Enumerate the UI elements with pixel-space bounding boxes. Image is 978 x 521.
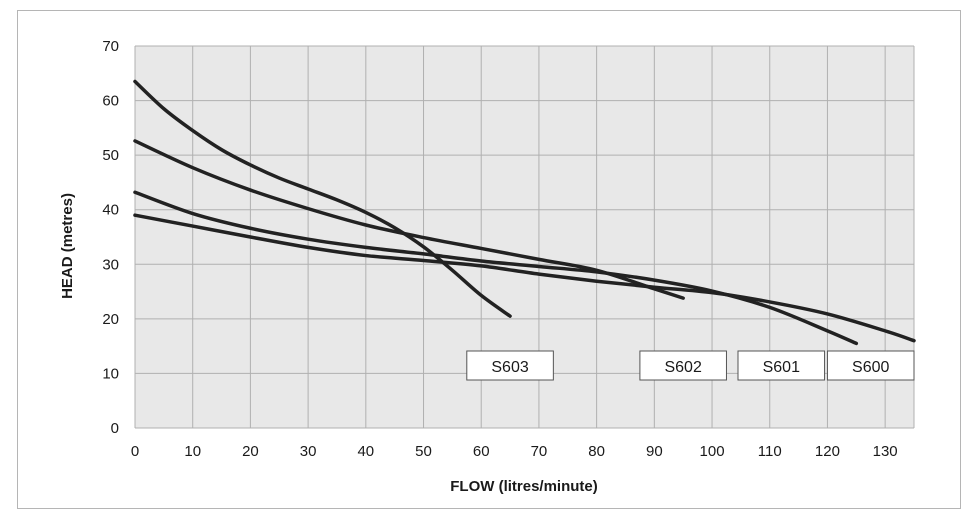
x-tick-label: 50 [415, 443, 432, 460]
x-tick-label: 60 [473, 443, 490, 460]
series-label-s603: S603 [491, 359, 528, 376]
series-line-s601 [133, 190, 859, 346]
x-tick-label: 70 [531, 443, 548, 460]
y-tick-label: 40 [102, 202, 119, 219]
x-tick-label: 20 [242, 443, 259, 460]
x-tick-label: 80 [588, 443, 605, 460]
series-label-box-s602 [639, 350, 727, 381]
series-label-box-s603 [466, 350, 554, 381]
series-lines [133, 79, 916, 346]
x-tick-label: 120 [815, 443, 840, 460]
y-tick-label: 20 [102, 311, 119, 328]
x-tick-label: 110 [758, 443, 782, 460]
series-labels: S603 S602 S601 S600 [466, 350, 915, 381]
y-tick-label: 30 [102, 256, 119, 273]
x-tick-label: 10 [184, 443, 201, 460]
series-line-s603 [133, 79, 512, 318]
x-tick-label: 100 [700, 443, 725, 460]
y-tick-label: 50 [102, 147, 119, 164]
y-tick-label: 60 [102, 93, 119, 110]
series-line-s600 [133, 213, 916, 343]
series-label-s602: S602 [664, 359, 701, 376]
x-tick-label: 30 [300, 443, 317, 460]
x-tick-label: 40 [357, 443, 374, 460]
axis-ticks: 0 10 20 30 40 50 60 70 80 90 100 110 120 130 0 10 20 30 40… [102, 38, 897, 460]
x-tick-label: 0 [131, 443, 139, 460]
x-tick-label: 90 [646, 443, 663, 460]
x-axis-title: FLOW (litres/minute) [450, 478, 598, 495]
y-tick-label: 10 [102, 365, 119, 382]
y-tick-label: 0 [111, 420, 119, 437]
series-label-box-s600 [826, 350, 915, 381]
series-label-box-s601 [737, 350, 826, 381]
series-label-s601: S601 [763, 359, 800, 376]
x-tick-label: 130 [873, 443, 898, 460]
y-axis-title: HEAD (metres) [59, 193, 76, 299]
series-label-s600: S600 [852, 359, 889, 376]
y-tick-label: 70 [102, 38, 119, 55]
